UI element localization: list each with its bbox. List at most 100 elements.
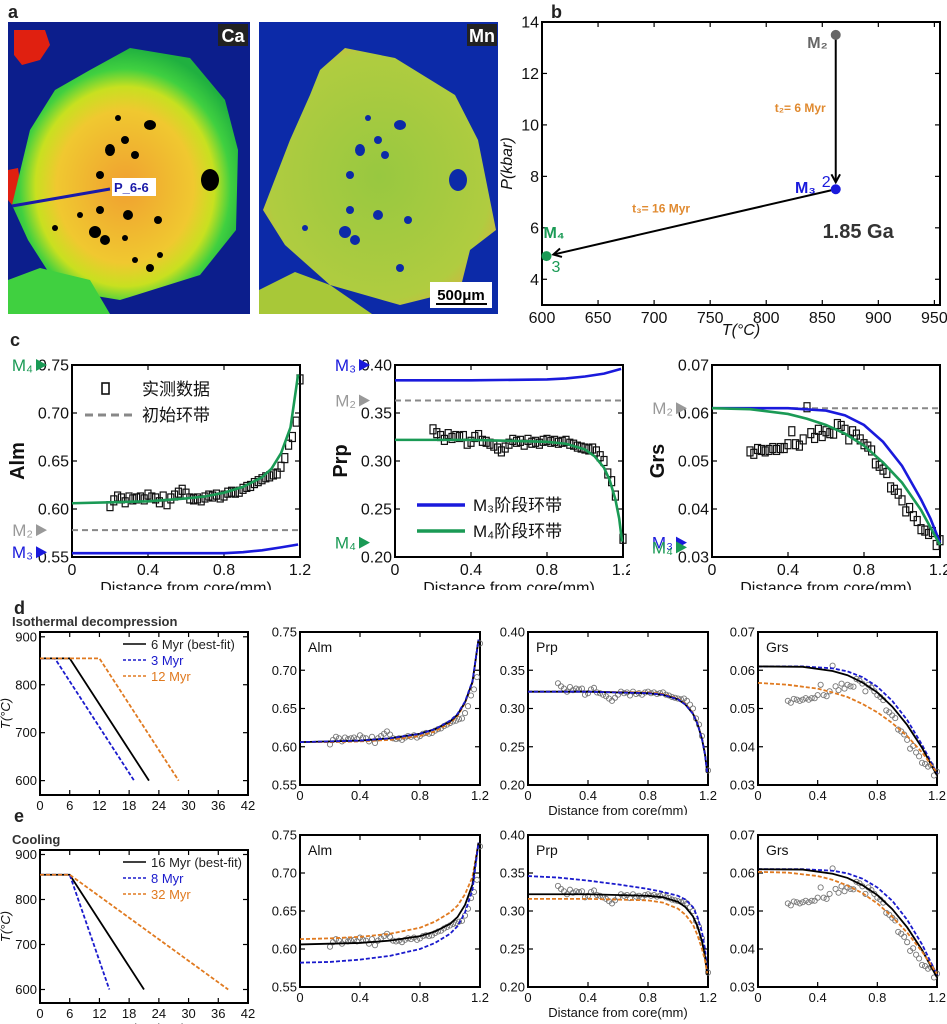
- data-point: [482, 436, 490, 447]
- x-tick-label: 0: [754, 788, 761, 803]
- data-point: [890, 484, 898, 495]
- chart-e-alm: 0 0.4 0.8 1.2 0.55 0.60 0.65 0.70 0.75 Alm: [272, 828, 489, 1005]
- arrow-duration-label: t₂= 6 Myr: [775, 101, 826, 115]
- series-line-3-myr: [299, 639, 480, 744]
- x-tick-label: 850: [809, 310, 836, 327]
- x-tick-label: 0: [36, 1006, 43, 1021]
- chart-d-path: 0 6 12 18 24 30 36 42 600 700 800 900 Duration (Myr)…: [0, 614, 255, 815]
- y-tick-label: 0.25: [361, 502, 392, 519]
- legend-label: 初始环带: [142, 406, 210, 425]
- data-point: [826, 428, 834, 439]
- data-point: [784, 439, 792, 450]
- data-point: [910, 945, 917, 952]
- arrow-head-icon: [551, 247, 563, 258]
- data-point: [894, 488, 902, 499]
- data-point: [902, 506, 910, 517]
- x-axis-label: Distance from core(mm): [548, 803, 687, 815]
- data-point: [850, 683, 857, 690]
- x-tick-label: 30: [181, 798, 195, 813]
- x-tick-label: 750: [697, 310, 724, 327]
- chart-e-prp: 0 0.4 0.8 1.2 0.20 0.25 0.30 0.35 0.40 Distance f…: [500, 828, 717, 1020]
- x-tick-label: 0: [708, 562, 717, 579]
- series-line-6-myr-best-fit-: [757, 665, 938, 776]
- y-tick-label: 0.25: [500, 739, 525, 754]
- x-tick-label: 0: [296, 788, 303, 803]
- x-tick-label: 650: [585, 310, 612, 327]
- data-point: [887, 482, 895, 493]
- data-point: [916, 753, 923, 760]
- data-point: [795, 440, 803, 451]
- legend-label: 16 Myr (best-fit): [151, 855, 242, 870]
- legend-label: 3 Myr: [151, 653, 184, 668]
- legend-label: 实测数据: [142, 380, 210, 399]
- data-point: [178, 484, 186, 495]
- data-point: [273, 468, 281, 479]
- data-point: [455, 716, 463, 723]
- x-axis-label: Distance from core(mm): [740, 580, 912, 590]
- data-point: [589, 443, 597, 454]
- x-tick-label: 0.4: [809, 788, 827, 803]
- data-point: [611, 694, 619, 701]
- chart-e-grs: 0 0.4 0.8 1.2 0.03 0.04 0.05 0.06 0.07 Grs: [730, 828, 946, 1005]
- mn-label-bg: [467, 24, 497, 46]
- data-point: [650, 891, 658, 899]
- data-point: [793, 899, 800, 906]
- series-line-3-myr: [758, 665, 938, 774]
- data-point: [401, 936, 409, 943]
- data-point: [790, 898, 797, 905]
- chart-title: Isothermal decompression: [12, 614, 177, 629]
- data-point: [535, 438, 543, 449]
- y-axis-label: T(°C): [0, 911, 13, 942]
- x-tick-label: 1.2: [289, 562, 311, 579]
- data-point: [841, 888, 848, 895]
- data-point: [917, 524, 925, 535]
- arrow-duration-label: t₃= 16 Myr: [632, 202, 690, 216]
- x-tick-label: 0.8: [213, 562, 235, 579]
- stage-marker-arrow: [36, 546, 47, 559]
- data-point: [904, 939, 911, 946]
- y-tick-label: 0.35: [500, 866, 525, 881]
- legend-label: 12 Myr: [151, 669, 191, 684]
- series-line-12-myr: [757, 681, 938, 774]
- panel-title: Grs: [766, 842, 789, 858]
- x-tick-label: 1.2: [471, 788, 489, 803]
- series-line-3-myr: [40, 657, 135, 782]
- data-point: [765, 444, 773, 456]
- x-axis-label: T(°C): [722, 322, 760, 339]
- y-tick-label: 0.06: [730, 663, 755, 678]
- data-point: [817, 681, 824, 688]
- data-point: [281, 453, 289, 464]
- series-line-m4-zoning: [711, 406, 942, 546]
- data-point: [455, 918, 463, 925]
- ca-mineral-red: [14, 30, 50, 65]
- data-point: [841, 685, 848, 692]
- data-point: [838, 680, 845, 687]
- x-tick-label: 0: [296, 990, 303, 1005]
- x-tick-label: 0.4: [809, 990, 827, 1005]
- x-tick-label: 0.4: [460, 562, 482, 579]
- chart-title: Cooling: [12, 832, 60, 847]
- y-tick-label: 0.60: [272, 739, 297, 754]
- series-line-12-myr: [528, 690, 709, 773]
- series-line-12-myr: [300, 639, 480, 744]
- panel-a-maps: P_6-6 Ca Mn 500μm: [8, 22, 498, 314]
- data-point: [754, 443, 762, 455]
- panel-label-c: c: [10, 330, 21, 350]
- x-tick-label: 0.8: [639, 990, 657, 1005]
- legend-label: M₄阶段环带: [473, 522, 562, 541]
- data-point: [292, 416, 300, 427]
- data-point: [407, 936, 415, 943]
- data-point: [470, 888, 478, 896]
- data-point: [596, 690, 604, 697]
- y-tick-label: 0.03: [730, 778, 755, 793]
- data-point: [505, 438, 513, 449]
- x-axis-label: Distance from core(mm): [548, 1005, 687, 1020]
- data-point: [686, 701, 694, 708]
- x-tick-label: 0: [524, 990, 531, 1005]
- data-point: [898, 495, 906, 506]
- data-point: [578, 888, 586, 895]
- data-point: [862, 688, 869, 695]
- data-point: [883, 467, 891, 479]
- pt-point-m2: [830, 29, 841, 40]
- x-tick-label: 800: [753, 310, 780, 327]
